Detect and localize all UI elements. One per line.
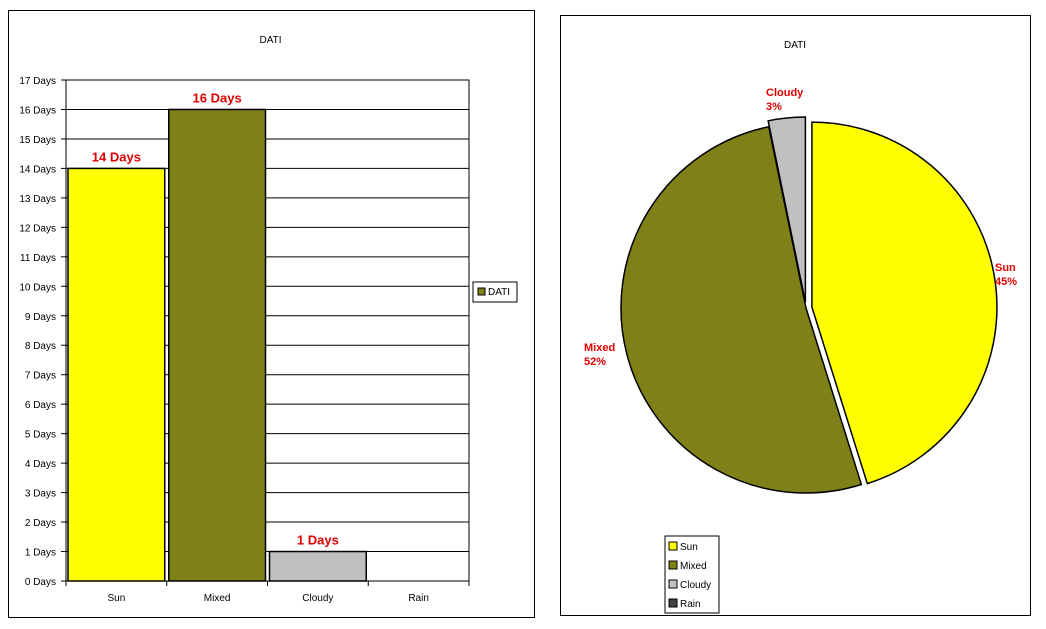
y-tick-label: 12 Days — [19, 223, 56, 234]
legend-label: DATI — [488, 287, 510, 298]
data-label: 14 Days — [92, 149, 141, 164]
legend-label-rain: Rain — [680, 599, 701, 610]
y-tick-label: 0 Days — [25, 577, 56, 588]
legend-label-mixed: Mixed — [680, 561, 707, 572]
data-label-pct: 45% — [995, 276, 1017, 288]
y-tick-label: 17 Days — [19, 76, 56, 87]
legend-swatch-cloudy — [668, 579, 678, 589]
y-tick-label: 7 Days — [25, 371, 56, 382]
x-tick-label: Rain — [408, 593, 429, 604]
legend-label-cloudy: Cloudy — [680, 580, 711, 591]
y-tick-label: 10 Days — [19, 282, 56, 293]
bar-chart: DATI 0 Days 1 Days 2 Days 3 Days 4 Days 5 Days… — [19, 35, 518, 604]
x-tick-label: Sun — [107, 593, 125, 604]
legend: DATI — [472, 281, 518, 303]
y-tick-label: 5 Days — [25, 430, 56, 441]
legend-label-sun: Sun — [680, 542, 698, 553]
y-tick-label: 16 Days — [19, 105, 56, 116]
pie-chart-panel: DATI Sun 45% Mixed 52% Cloudy 3% Sun Mixed Cloudy… — [560, 15, 1031, 616]
legend: Sun Mixed Cloudy Rain — [664, 535, 720, 614]
data-label-pct: 3% — [766, 101, 782, 113]
y-tick-label: 14 Days — [19, 164, 56, 175]
pie-chart: DATI Sun 45% Mixed 52% Cloudy 3% Sun Mixed Cloudy… — [584, 40, 1017, 614]
slice-mixed — [620, 125, 863, 494]
legend-swatch — [477, 287, 486, 296]
y-tick-label: 15 Days — [19, 135, 56, 146]
legend-box — [472, 281, 518, 303]
y-tick-label: 1 Days — [25, 548, 56, 559]
bar-mixed — [168, 108, 267, 582]
legend-swatch-sun — [668, 541, 678, 551]
x-tick-label: Mixed — [204, 593, 231, 604]
y-tick-label: 8 Days — [25, 341, 56, 352]
bar-cloudy — [268, 550, 367, 582]
x-tick-label: Cloudy — [302, 593, 333, 604]
bar-chart-panel: DATI 0 Days 1 Days 2 Days 3 Days 4 Days 5 Days… — [8, 10, 535, 618]
chart-title: DATI — [259, 35, 281, 46]
data-label: 16 Days — [193, 90, 242, 105]
y-tick-label: 2 Days — [25, 518, 56, 529]
y-tick-label: 11 Days — [20, 253, 56, 264]
chart-title: DATI — [784, 40, 806, 51]
y-tick-label: 13 Days — [19, 194, 56, 205]
data-label-name: Cloudy — [766, 87, 804, 99]
data-label-name: Sun — [995, 262, 1016, 274]
slice-cloudy — [767, 116, 807, 303]
y-tick-label: 6 Days — [25, 400, 56, 411]
legend-swatch-mixed — [668, 560, 678, 570]
y-tick-label: 3 Days — [25, 489, 56, 500]
legend-swatch-rain — [668, 598, 678, 608]
data-label-name: Mixed — [584, 342, 615, 354]
bar-sun — [67, 167, 166, 582]
y-tick-label: 9 Days — [25, 312, 56, 323]
data-label-pct: 52% — [584, 356, 606, 368]
y-tick-label: 4 Days — [25, 459, 56, 470]
data-label: 1 Days — [297, 533, 339, 548]
slice-sun — [811, 121, 998, 485]
